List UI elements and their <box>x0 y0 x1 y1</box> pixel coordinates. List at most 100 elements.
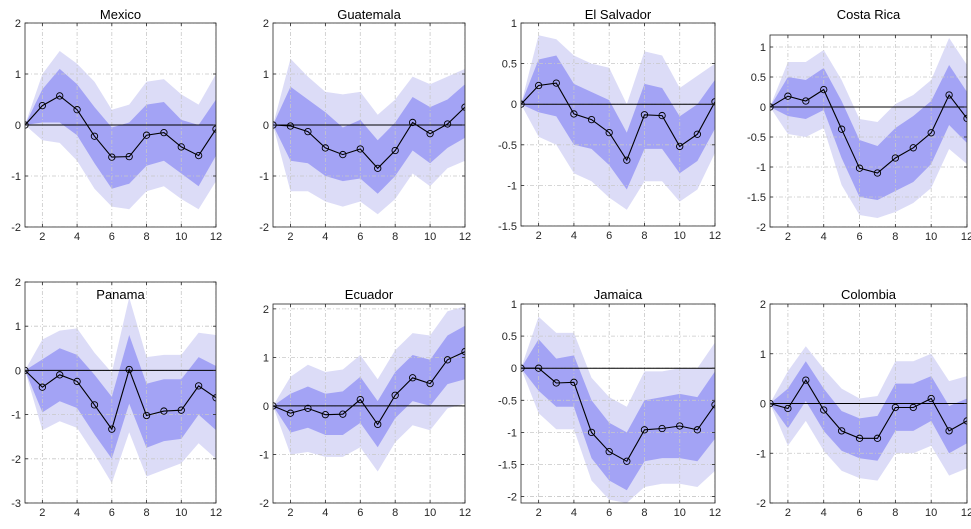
y-tick-label: 0 <box>263 401 269 413</box>
x-tick-label: 8 <box>392 231 398 243</box>
data-point <box>873 434 882 442</box>
data-point <box>25 121 29 129</box>
data-point <box>304 404 312 413</box>
confidence-band-inner <box>521 55 715 190</box>
y-tick-label: -2 <box>756 222 766 234</box>
y-tick-label: 1 <box>263 69 269 81</box>
plot-area <box>25 282 216 503</box>
x-tick-label: 10 <box>674 507 686 519</box>
data-point <box>623 457 631 465</box>
x-tick-label: 2 <box>287 507 293 519</box>
x-tick-label: 12 <box>459 231 471 243</box>
data-point <box>90 132 99 140</box>
x-tick-label: 10 <box>925 231 937 243</box>
y-tick-label: -1 <box>756 162 766 174</box>
x-tick-label: 10 <box>674 230 686 242</box>
x-tick-label: 6 <box>357 507 363 519</box>
axes-box <box>24 281 217 504</box>
plot-area <box>273 304 465 503</box>
data-point <box>891 403 900 412</box>
data-point <box>676 422 684 430</box>
y-tick-label: 0 <box>760 102 766 114</box>
y-tick-label: -1 <box>756 448 766 460</box>
data-point <box>570 378 578 386</box>
data-point <box>693 426 702 434</box>
y-tick-label: -1 <box>259 449 269 461</box>
data-point <box>855 164 864 172</box>
x-tick-label: 2 <box>536 230 542 242</box>
data-point <box>820 85 828 94</box>
axes-box <box>520 303 716 504</box>
data-point <box>408 374 417 382</box>
plot-area <box>25 23 216 227</box>
panel-title: Mexico <box>100 7 141 22</box>
x-tick-label: 4 <box>821 231 827 243</box>
confidence-band-inner <box>25 335 216 459</box>
y-tick-label: 0 <box>760 399 766 411</box>
x-tick-label: 10 <box>175 507 187 519</box>
axes-box <box>769 34 968 228</box>
x-tick-label: 6 <box>606 507 612 519</box>
data-point <box>802 376 810 384</box>
panel-title: Jamaica <box>594 287 643 302</box>
y-tick-label: -2 <box>11 454 21 466</box>
data-point <box>587 428 596 437</box>
panel-jamaica: 2 4 6 8 10 12 -2 -1.5 -1 -0.5 0 0.5 1 Jamaica <box>498 287 721 519</box>
x-tick-label: 6 <box>109 231 115 243</box>
y-tick-label: -2 <box>11 222 21 234</box>
data-point <box>640 426 649 434</box>
data-point <box>676 142 684 151</box>
data-point <box>784 404 792 413</box>
x-tick-label: 12 <box>961 231 971 243</box>
data-point <box>25 366 29 375</box>
data-point <box>534 81 543 90</box>
y-tick-label: 2 <box>760 299 766 311</box>
x-tick-label: 12 <box>459 507 471 519</box>
y-tick-label: -1.5 <box>747 192 766 204</box>
y-tick-label: 1 <box>15 321 21 333</box>
data-point <box>408 118 417 127</box>
y-tick-label: -0.5 <box>498 395 517 407</box>
x-tick-label: 2 <box>536 507 542 519</box>
x-tick-label: 10 <box>925 507 937 519</box>
data-point <box>160 407 168 415</box>
y-tick-label: 2 <box>15 18 21 30</box>
data-point <box>837 427 846 435</box>
data-point <box>623 156 631 164</box>
y-tick-label: 0 <box>263 120 269 132</box>
data-point <box>521 364 525 372</box>
x-tick-label: 10 <box>175 231 187 243</box>
y-tick-label: 1 <box>760 349 766 361</box>
y-tick-label: -1 <box>11 410 21 422</box>
data-point <box>38 383 47 391</box>
data-point <box>391 391 399 399</box>
data-point <box>873 169 882 177</box>
x-tick-label: 4 <box>74 231 80 243</box>
data-point <box>108 153 116 161</box>
x-tick-label: 8 <box>641 507 647 519</box>
x-tick-label: 12 <box>210 507 222 519</box>
confidence-band-outer <box>770 346 967 481</box>
data-point <box>605 128 613 137</box>
data-point <box>552 79 560 87</box>
y-tick-label: -1 <box>507 180 517 192</box>
panel-title: Panama <box>96 287 145 302</box>
y-tick-label: 1 <box>263 352 269 364</box>
data-point <box>891 154 900 162</box>
data-point <box>945 91 953 99</box>
x-tick-label: 6 <box>109 507 115 519</box>
data-point <box>443 356 452 364</box>
x-tick-label: 2 <box>39 507 45 519</box>
y-tick-label: 2 <box>15 277 21 289</box>
data-point <box>108 425 116 433</box>
data-point <box>356 145 364 153</box>
data-point <box>212 394 216 402</box>
y-tick-label: -2 <box>259 498 269 510</box>
data-point <box>837 125 846 133</box>
data-point <box>356 395 364 404</box>
data-point <box>605 447 613 456</box>
y-tick-label: 1 <box>15 69 21 81</box>
data-point <box>693 130 702 138</box>
confidence-band-inner <box>770 65 967 200</box>
